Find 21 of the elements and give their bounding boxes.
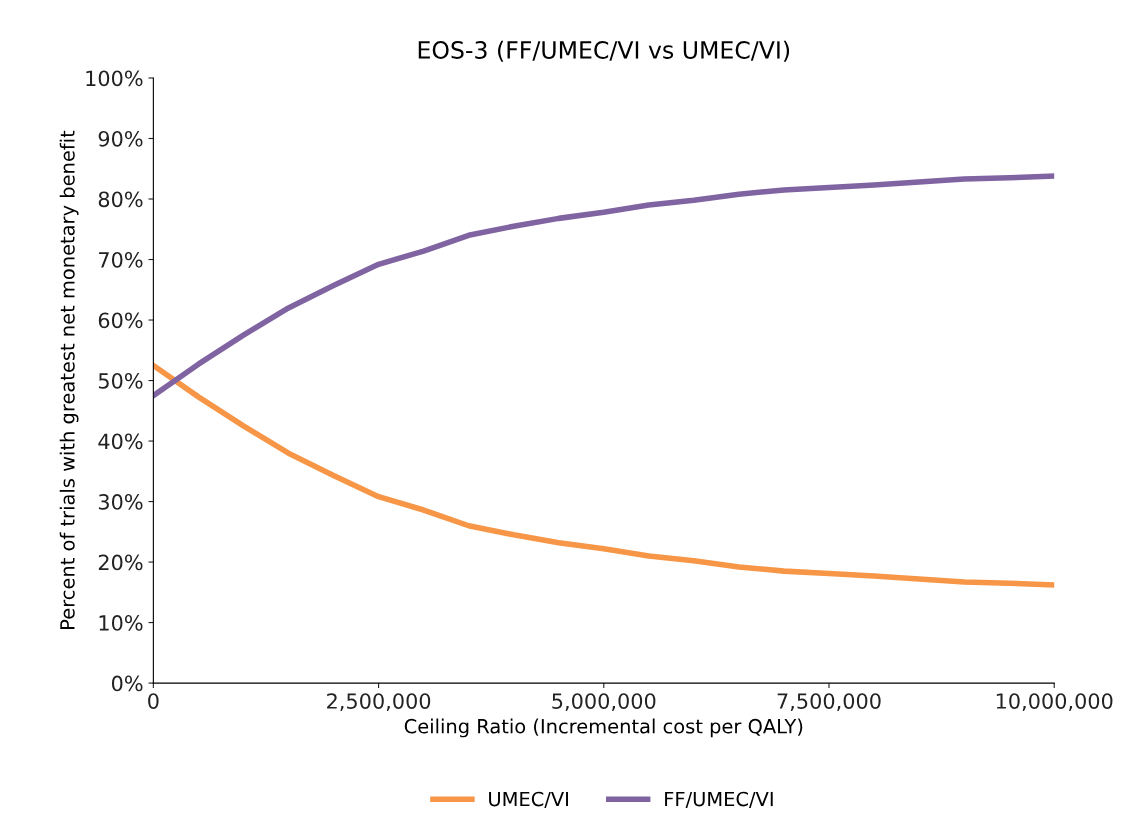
y-tick-label: 40%: [98, 433, 143, 450]
y-tick-label: 20%: [98, 554, 143, 571]
x-axis-title: Ceiling Ratio (Incremental cost per QALY): [404, 718, 803, 738]
y-tick-label: 60%: [98, 312, 143, 329]
y-tick-label: 10%: [99, 615, 143, 631]
y-tick-label: 90%: [98, 130, 143, 147]
chart-title: EOS-3 (FF/UMEC/VI vs UMEC/VI): [418, 40, 790, 62]
y-tick-label: 0%: [111, 675, 143, 692]
x-tick-label: 2,500,000: [327, 693, 431, 712]
x-tick-label: 7,500,000: [777, 693, 881, 712]
x-tick-label: 0: [148, 693, 159, 709]
y-tick-label: 70%: [99, 251, 143, 268]
y-tick-label: 30%: [98, 494, 143, 510]
y-tick-label: 100%: [86, 70, 143, 87]
legend-label: UMEC/VI: [489, 791, 568, 808]
y-axis-title: Percent of trials with greatest net monetary benefit: [59, 130, 79, 629]
x-tick-label: 10,000,000: [996, 693, 1113, 712]
y-tick-label: 50%: [98, 372, 143, 389]
x-tick-label: 5,000,000: [552, 693, 656, 712]
y-tick-label: 80%: [98, 191, 143, 208]
legend-label: FF/UMEC/VI: [665, 791, 773, 808]
